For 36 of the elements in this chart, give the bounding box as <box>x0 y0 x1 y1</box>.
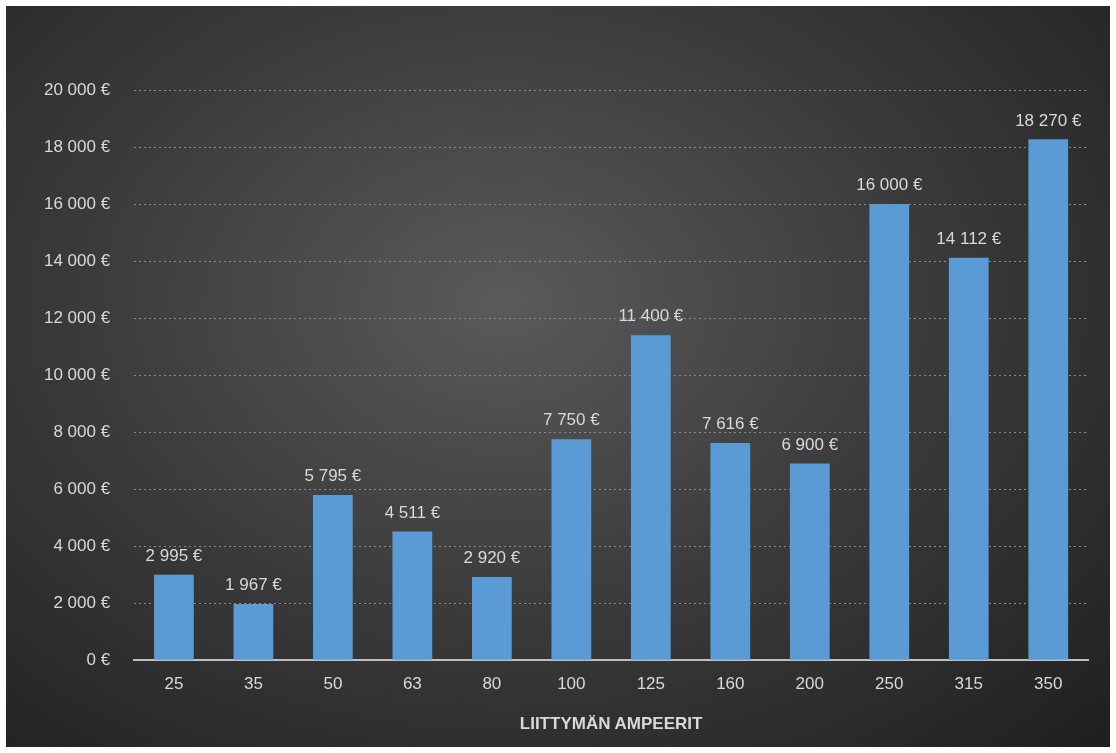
x-axis-title: LIITTYMÄN AMPEERIT <box>519 714 703 734</box>
y-tick-label: 0 € <box>86 649 111 669</box>
data-label: 11 400 € <box>618 306 684 326</box>
x-tick-label: 200 <box>795 674 824 694</box>
data-label: 5 795 € <box>304 466 362 486</box>
y-tick-label: 6 000 € <box>53 478 111 498</box>
data-label: 14 112 € <box>936 229 1002 249</box>
y-tick-label: 14 000 € <box>43 250 111 270</box>
data-label: 18 270 € <box>1015 110 1082 130</box>
x-tick-label: 350 <box>1034 674 1063 694</box>
x-tick-label: 50 <box>323 674 343 694</box>
y-tick-label: 8 000 € <box>53 421 111 441</box>
data-label: 16 000 € <box>856 175 923 195</box>
x-tick-label: 25 <box>164 674 184 694</box>
x-tick-label: 160 <box>716 674 745 694</box>
y-tick-label: 16 000 € <box>43 193 111 213</box>
data-label: 1 967 € <box>225 575 283 595</box>
x-tick-label: 250 <box>875 674 904 694</box>
data-label: 7 616 € <box>701 414 760 434</box>
y-tick-label: 12 000 € <box>43 307 111 327</box>
x-tick-label: 35 <box>243 674 263 694</box>
data-label: 2 995 € <box>145 546 203 565</box>
y-tick-label: 4 000 € <box>53 535 111 555</box>
data-label: 6 900 € <box>781 434 839 454</box>
y-tick-label: 18 000 € <box>43 136 111 156</box>
data-label: 7 750 € <box>542 410 601 430</box>
x-tick-label: 100 <box>557 674 586 694</box>
x-tick-label: 63 <box>402 674 422 694</box>
y-tick-label: 2 000 € <box>53 592 111 612</box>
y-tick-label: 10 000 € <box>43 364 111 384</box>
x-tick-label: 80 <box>482 674 502 694</box>
data-label: 4 511 € <box>384 502 441 522</box>
x-tick-label: 125 <box>636 674 666 694</box>
data-label: 2 920 € <box>463 548 521 568</box>
x-tick-label: 315 <box>954 674 983 694</box>
y-tick-label: 20 000 € <box>43 79 111 99</box>
